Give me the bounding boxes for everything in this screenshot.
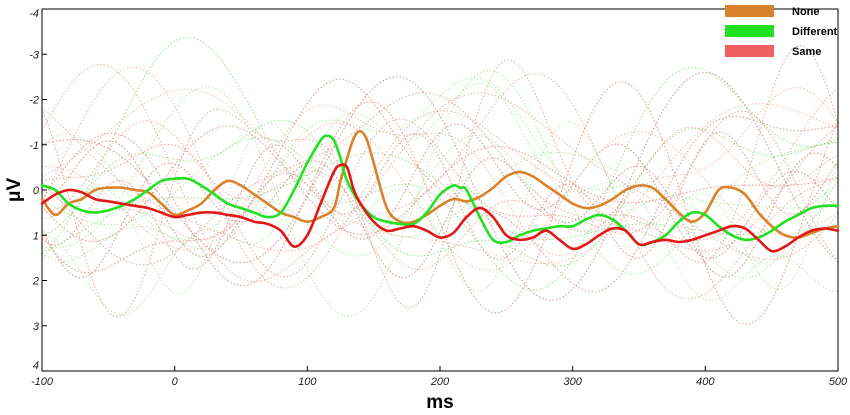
x-tick-label: 0 [172, 376, 179, 388]
individual-trace [41, 87, 839, 257]
y-tick-label: 1 [33, 230, 39, 242]
individual-trace [41, 72, 839, 301]
x-tick-label: 100 [298, 376, 317, 388]
individual-trace [41, 137, 839, 238]
individual-trace [41, 110, 839, 278]
individual-trace [41, 63, 839, 300]
x-tick-label: -100 [31, 376, 54, 388]
individual-trace [41, 82, 839, 316]
individual-trace [41, 88, 839, 265]
individual-trace [41, 120, 839, 270]
legend-label-different: Different [792, 26, 838, 38]
legend-swatch-none [725, 5, 774, 17]
individual-trace [41, 66, 839, 289]
individual-trace [41, 36, 839, 291]
individual-trace-layer [41, 36, 839, 325]
y-axis-title: μV [4, 178, 25, 203]
tick-labels: -100 0 100 200 300 400 500 -4 -3 -2 -1 0 1 2 3 4 [29, 8, 848, 388]
legend-label-none: None [792, 6, 820, 18]
y-tick-label: 4 [33, 360, 39, 372]
individual-trace [41, 152, 839, 279]
x-tick-label: 500 [829, 376, 848, 388]
y-tick-label: -2 [29, 95, 39, 107]
series-line-same [40, 163, 840, 253]
y-tick-label: 0 [33, 185, 40, 197]
individual-trace [41, 125, 839, 242]
y-tick-label: 3 [33, 321, 40, 333]
series-layer [40, 129, 840, 253]
individual-trace [41, 92, 839, 266]
legend-label-same: Same [792, 46, 821, 58]
x-tick-label: 300 [563, 376, 582, 388]
individual-trace [41, 152, 839, 253]
legend-swatch-different [725, 25, 774, 37]
y-tick-label: 2 [32, 276, 39, 288]
individual-trace [41, 45, 839, 318]
x-tick-label: 200 [430, 376, 450, 388]
individual-trace [41, 81, 839, 325]
individual-trace [41, 77, 839, 279]
legend: None Different Same [725, 5, 838, 58]
y-tick-label: -3 [29, 49, 40, 61]
x-axis-title: ms [426, 392, 453, 413]
individual-trace [41, 133, 839, 263]
y-tick-label: -4 [29, 8, 39, 20]
individual-trace [41, 70, 839, 317]
series-line-different [40, 134, 840, 247]
individual-trace [41, 78, 839, 293]
x-tick-label: 400 [696, 376, 715, 388]
individual-trace [41, 92, 839, 260]
legend-swatch-same [725, 45, 774, 57]
y-tick-label: -1 [29, 140, 39, 152]
individual-trace [41, 131, 839, 270]
individual-trace [41, 123, 839, 259]
individual-trace [41, 120, 839, 295]
